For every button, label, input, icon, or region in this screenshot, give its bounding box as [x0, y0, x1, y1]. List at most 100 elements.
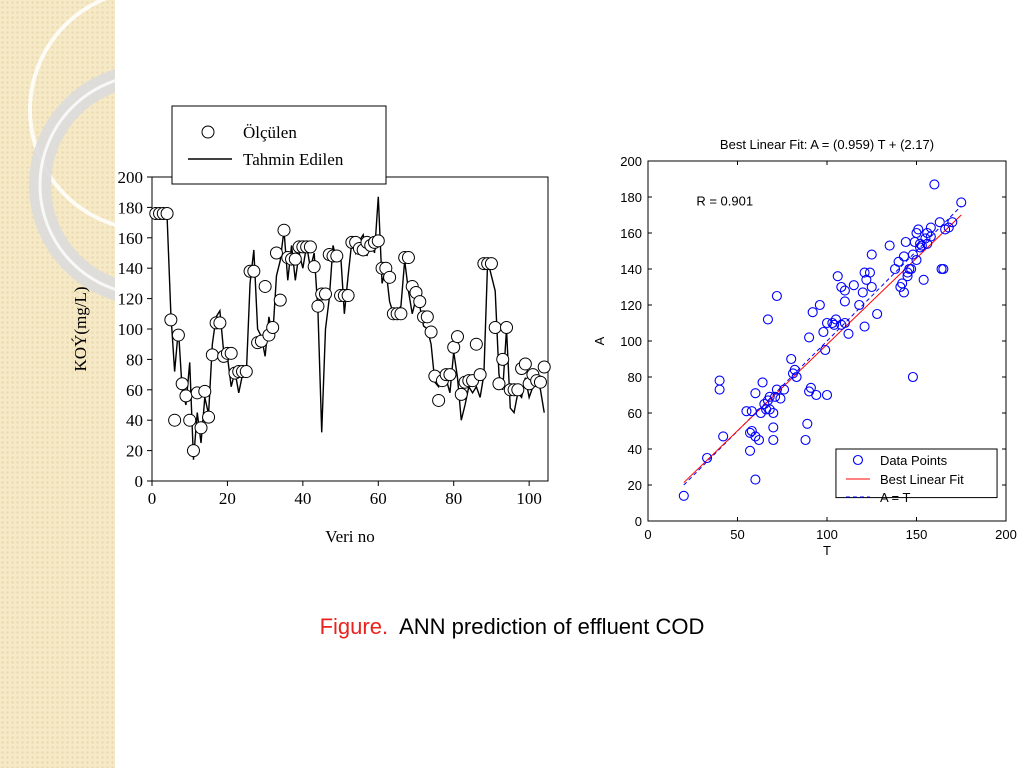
- y-tick-label: 60: [628, 406, 642, 421]
- y-tick-label: 80: [126, 350, 143, 369]
- legend-label: Ölçülen: [243, 123, 297, 142]
- data-point: [811, 389, 822, 401]
- data-point: [746, 425, 757, 437]
- y-tick-label: 140: [620, 262, 642, 277]
- data-point-olculen: [179, 389, 193, 403]
- data-point-olculen: [432, 393, 446, 407]
- x-tick-label: 50: [730, 527, 744, 542]
- data-point: [750, 431, 761, 442]
- data-point-olculen: [500, 320, 514, 334]
- data-point: [893, 256, 904, 267]
- time-series-chart: 0 20 40 60 80 100 120 140 160 180 200 0 20 40 60 80 100 V…: [71, 105, 551, 546]
- chart-title: Best Linear Fit: A = (0.959) T + (2.17): [720, 137, 934, 152]
- data-point: [920, 233, 931, 244]
- y-tick-label: 160: [620, 226, 642, 241]
- data-point: [814, 299, 825, 311]
- x-tick-label: 100: [816, 527, 838, 542]
- data-point: [859, 267, 870, 278]
- x-tick-label: 0: [148, 489, 157, 508]
- data-point-olculen: [318, 287, 332, 301]
- figure-caption: Figure. ANN prediction of effluent COD: [0, 614, 1024, 640]
- decorative-arcs: [28, 0, 115, 301]
- data-point: [839, 296, 850, 307]
- data-point: [800, 434, 811, 446]
- data-point-olculen: [303, 240, 317, 254]
- data-point: [866, 249, 877, 260]
- data-point-olculen: [473, 368, 487, 382]
- data-point: [778, 384, 790, 395]
- y-tick-label: 60: [126, 381, 143, 400]
- data-point-olculen: [239, 365, 253, 379]
- data-point-olculen: [288, 252, 302, 266]
- data-point: [821, 317, 833, 329]
- data-point-olculen: [194, 421, 208, 435]
- x-tick-label: 0: [644, 527, 651, 542]
- data-point: [718, 431, 729, 442]
- legend-label: Data Points: [880, 453, 948, 468]
- data-point-olculen: [183, 413, 197, 427]
- data-point: [786, 353, 797, 365]
- data-point-olculen: [341, 289, 355, 303]
- data-point: [818, 326, 829, 338]
- y-tick-label: 0: [635, 514, 642, 529]
- data-point: [943, 222, 954, 233]
- data-point-olculen: [484, 257, 498, 271]
- data-point: [702, 452, 713, 464]
- data-point: [913, 224, 924, 235]
- data-point-olculen: [443, 368, 457, 382]
- data-point: [848, 280, 859, 291]
- data-point-olculen: [205, 348, 219, 362]
- data-point: [807, 307, 818, 318]
- data-point: [866, 281, 877, 293]
- data-point: [857, 287, 868, 298]
- data-point: [929, 179, 940, 190]
- data-point-olculen: [224, 346, 238, 360]
- data-point: [829, 319, 840, 330]
- data-point-olculen: [202, 410, 216, 424]
- y-tick-label: 180: [620, 190, 642, 205]
- data-point-olculen: [247, 264, 261, 278]
- legend: Ölçülen Tahmin Edilen: [171, 105, 387, 185]
- data-point-olculen: [171, 328, 185, 342]
- data-point: [907, 249, 918, 260]
- x-axis-label: Veri no: [325, 527, 375, 546]
- data-point: [764, 404, 775, 415]
- y-tick-label: 140: [118, 259, 144, 278]
- data-point: [830, 314, 841, 325]
- data-point-olculen: [401, 251, 415, 265]
- data-point: [898, 287, 910, 298]
- data-point-olculen: [198, 384, 212, 398]
- data-point: [918, 274, 929, 285]
- data-point: [757, 377, 768, 388]
- data-point-olculen: [533, 375, 547, 389]
- legend-marker-circle: [201, 125, 215, 139]
- data-point: [789, 364, 800, 375]
- y-tick-label: 200: [620, 154, 642, 169]
- data-point-olculen: [511, 383, 525, 397]
- data-point: [872, 308, 883, 320]
- legend-frame: [835, 448, 998, 499]
- data-point-olculen: [488, 320, 502, 334]
- data-point-olculen: [160, 206, 174, 220]
- data-point: [839, 317, 850, 329]
- data-point: [753, 434, 765, 446]
- legend-label: A = T: [880, 490, 911, 505]
- caption-label: Figure.: [319, 614, 389, 639]
- plot-frame: [151, 176, 549, 482]
- data-point-olculen: [307, 260, 321, 274]
- data-point: [854, 299, 865, 311]
- data-point-olculen: [164, 313, 178, 327]
- data-point-olculen: [266, 320, 280, 334]
- data-point: [768, 422, 779, 433]
- data-point-olculen: [450, 330, 464, 344]
- y-tick-label: 120: [118, 290, 144, 309]
- data-point: [764, 391, 775, 402]
- data-point-olculen: [492, 377, 506, 391]
- data-point-olculen: [518, 357, 532, 371]
- data-point: [907, 371, 918, 383]
- data-point-olculen: [394, 307, 408, 321]
- y-axis-label: A: [592, 336, 607, 345]
- data-point: [934, 217, 945, 228]
- data-point: [804, 332, 815, 343]
- y-tick-label: 100: [118, 320, 144, 339]
